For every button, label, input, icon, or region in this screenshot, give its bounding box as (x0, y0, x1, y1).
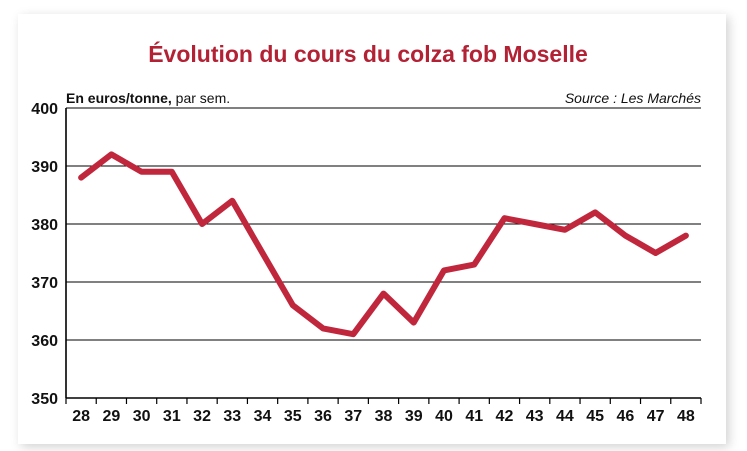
x-tick-label: 32 (193, 408, 211, 425)
x-tick-label: 37 (344, 408, 362, 425)
y-tick-label: 350 (31, 391, 58, 408)
data-point (171, 171, 173, 173)
y-tick-labels: 350 360 370 380 390 400 (31, 101, 58, 408)
x-tick-label: 36 (314, 408, 332, 425)
series-group (78, 151, 689, 338)
data-point (685, 235, 687, 237)
data-point (443, 269, 445, 271)
y-tick-label: 390 (31, 159, 58, 176)
data-point (231, 200, 233, 202)
source-label: Source : Les Marchés (565, 90, 701, 106)
data-point (413, 322, 415, 324)
grid-lines (66, 107, 701, 341)
x-tick-label: 46 (617, 408, 635, 425)
x-tick-label: 41 (465, 408, 483, 425)
x-tick-labels: 28 29 30 31 32 33 34 35 36 37 38 39 40 41 42 43 44 45 46 47… (72, 408, 695, 425)
series-line (78, 151, 689, 338)
unit-label-bold: En euros/tonne, (66, 90, 172, 106)
data-point (292, 304, 294, 306)
x-tick-label: 35 (284, 408, 302, 425)
data-point (534, 223, 536, 225)
x-tick-label: 34 (254, 408, 272, 425)
x-tick-label: 39 (405, 408, 423, 425)
unit-label: En euros/tonne, par sem. (66, 90, 230, 106)
data-point (383, 293, 384, 295)
chart-title: Évolution du cours du colza fob Moselle (148, 40, 588, 67)
x-tick-label: 29 (102, 408, 120, 425)
data-point (141, 171, 143, 173)
y-tick-label: 370 (31, 275, 58, 292)
chart-card (18, 14, 726, 444)
unit-label-rest: par sem. (172, 90, 230, 106)
x-tick-label: 28 (72, 408, 90, 425)
data-point (352, 333, 354, 335)
data-point (80, 177, 82, 179)
data-point (322, 327, 324, 329)
axes (65, 108, 702, 404)
x-tick-label: 30 (133, 408, 151, 425)
data-point (473, 264, 475, 266)
x-tick-label: 38 (375, 408, 393, 425)
x-tick-label: 44 (556, 408, 574, 425)
data-point (503, 217, 505, 219)
data-point (655, 252, 657, 254)
x-tick-label: 48 (677, 408, 695, 425)
data-point (262, 252, 264, 254)
y-tick-label: 360 (31, 333, 58, 350)
data-point (201, 223, 203, 225)
x-tick-label: 33 (223, 408, 241, 425)
x-tick-label: 45 (586, 408, 604, 425)
data-point (624, 235, 626, 237)
x-tick-label: 40 (435, 408, 453, 425)
data-point (564, 229, 566, 231)
x-tick-label: 42 (496, 408, 514, 425)
data-point (110, 153, 112, 155)
y-tick-label: 400 (31, 101, 58, 118)
x-tick-label: 47 (647, 408, 665, 425)
data-point (594, 211, 596, 213)
x-tick-label: 43 (526, 408, 544, 425)
x-tick-label: 31 (163, 408, 181, 425)
y-tick-label: 380 (31, 217, 58, 234)
